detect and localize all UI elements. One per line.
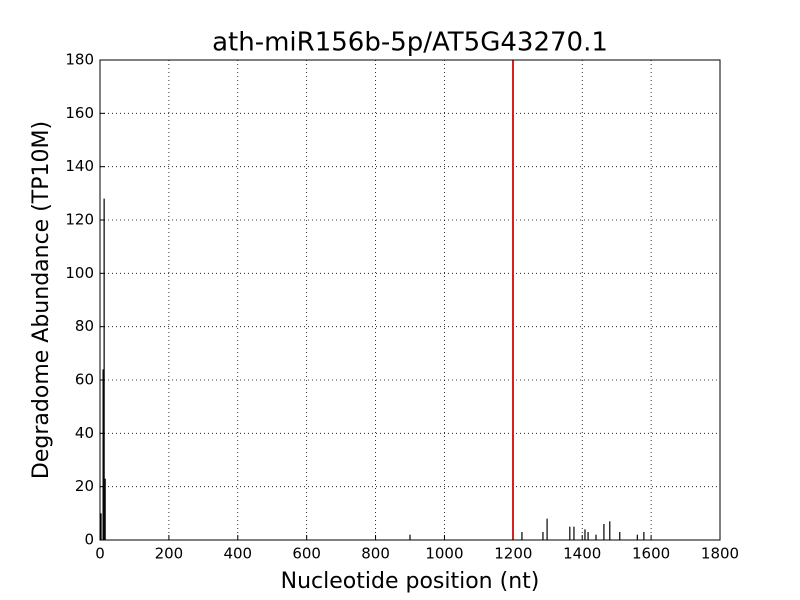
x-tick-label: 800 [361,545,390,563]
y-tick-label: 60 [75,371,94,389]
y-tick-label: 20 [75,477,94,495]
y-tick-label: 120 [65,211,94,229]
y-tick-label: 40 [75,424,94,442]
x-axis-label: Nucleotide position (nt) [281,569,540,594]
chart-title: ath-miR156b-5p/AT5G43270.1 [212,28,608,58]
x-tick-label: 600 [292,545,321,563]
y-tick-label: 140 [65,157,94,175]
y-tick-label: 0 [84,531,94,549]
y-tick-label: 80 [75,317,94,335]
x-tick-label: 400 [223,545,252,563]
x-tick-label: 1800 [701,545,739,563]
y-tick-label: 180 [65,51,94,69]
plot-frame [99,59,721,541]
x-tick-label: 0 [95,545,105,563]
x-tick-label: 1600 [632,545,670,563]
x-tick-label: 1000 [425,545,463,563]
x-tick-label: 1400 [563,545,601,563]
y-axis-label: Degradome Abundance (TP10M) [29,121,54,479]
x-tick-label: 200 [155,545,184,563]
y-tick-label: 100 [65,264,94,282]
y-tick-label: 160 [65,104,94,122]
x-tick-label: 1200 [494,545,532,563]
